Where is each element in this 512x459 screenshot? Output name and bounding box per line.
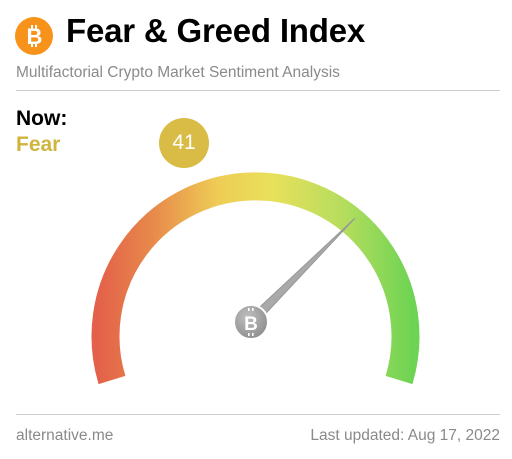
gauge-arc [91,172,420,385]
footer-divider [16,414,500,415]
bitcoin-hub-icon: B [233,304,269,340]
last-updated-text: Last updated: Aug 17, 2022 [310,427,500,444]
sentiment-classification: Fear [16,133,61,156]
source-link[interactable]: alternative.me [16,427,114,444]
bitcoin-logo-icon: B [15,17,53,55]
index-value-badge: 41 [159,118,209,168]
svg-text:B: B [244,314,258,335]
page-subtitle: Multifactorial Crypto Market Sentiment A… [16,64,340,81]
page-title: Fear & Greed Index [66,12,366,49]
svg-text:B: B [27,24,43,49]
header-divider [16,90,500,91]
now-label: Now: [16,107,68,130]
